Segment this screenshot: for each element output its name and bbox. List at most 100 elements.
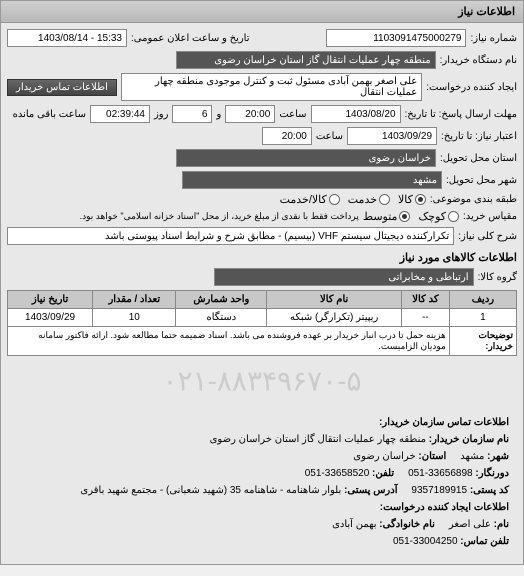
goods-section-title: اطلاعات کالاهای مورد نیاز xyxy=(7,251,517,264)
radio-goods-label: کالا xyxy=(398,193,413,206)
days-prefix: و xyxy=(216,109,221,120)
validity-time-field: 20:00 xyxy=(262,127,312,145)
contact-city: مشهد xyxy=(460,451,484,462)
td-name: ریپیتر (تکرارگر) شبکه xyxy=(267,309,402,327)
creator-field: علی اصغر بهمن آبادی مسئول ثبت و کنترل مو… xyxy=(121,73,422,101)
th-code: کد کالا xyxy=(402,291,450,309)
announce-label: تاریخ و ساعت اعلان عمومی: xyxy=(131,33,250,44)
group-field: ارتباطی و مخابراتی xyxy=(214,268,474,286)
row-request-announce: شماره نیاز: 1103091475000279 تاریخ و ساع… xyxy=(7,29,517,47)
td-qty: 10 xyxy=(93,309,176,327)
deadline-date-field: 1403/08/20 xyxy=(311,105,401,123)
group-label: گروه کالا: xyxy=(478,272,517,283)
remain-suffix: ساعت باقی مانده xyxy=(13,109,86,120)
contact-phone-label: تلفن: xyxy=(372,468,394,479)
row-province: استان محل تحویل: خراسان رضوی xyxy=(7,149,517,167)
city-label: شهر محل تحویل: xyxy=(446,175,517,186)
contact-fax: 33656898-051 xyxy=(408,468,473,479)
row-description: شرح کلی نیاز: تکرارکننده دیجیتال سیستم V… xyxy=(7,227,517,245)
contact-org-label: نام سازمان خریدار: xyxy=(429,434,509,445)
validity-time-label: ساعت xyxy=(316,131,343,142)
scale-radio-group: کوچک متوسط xyxy=(363,210,459,223)
contact-postcode: 9357189915 xyxy=(411,485,467,496)
request-num-field: 1103091475000279 xyxy=(326,29,466,47)
radio-service-label: خدمت xyxy=(348,193,377,206)
table-note-row: توضیحات خریدار: هزینه حمل تا درب انبار خ… xyxy=(8,327,517,356)
province-label: استان محل تحویل: xyxy=(440,153,517,164)
panel-title: اطلاعات نیاز xyxy=(458,6,515,18)
subject-type-label: طبقه بندی موضوعی: xyxy=(430,194,517,205)
contact-cphone: 33004250-051 xyxy=(393,536,458,547)
request-num-label: شماره نیاز: xyxy=(470,33,517,44)
radio-mid[interactable]: متوسط xyxy=(363,210,411,223)
note-label-cell: توضیحات خریدار: xyxy=(449,327,516,356)
th-row: ردیف xyxy=(449,291,516,309)
contact-province-label: استان: xyxy=(418,451,446,462)
row-deadline: مهلت ارسال پاسخ: تا تاریخ: 1403/08/20 سا… xyxy=(7,105,517,123)
contact-family-label: نام خانوادگی: xyxy=(379,519,435,530)
row-validity: اعتبار نیاز: تا تاریخ: 1403/09/29 ساعت 2… xyxy=(7,127,517,145)
row-city: شهر محل تحویل: مشهد xyxy=(7,171,517,189)
contact-province: خراسان رضوی xyxy=(353,451,415,462)
remain-time-field: 02:39:44 xyxy=(90,105,150,123)
desc-field: تکرارکننده دیجیتال سیستم VHF (بیسیم) - م… xyxy=(7,227,454,245)
creator-label: ایجاد کننده درخواست: xyxy=(426,82,517,93)
radio-mid-icon xyxy=(399,211,410,222)
days-field: 6 xyxy=(172,105,212,123)
scale-label: مقیاس خرید: xyxy=(463,211,517,222)
row-buyer-org: نام دستگاه خریدار: منطقه چهار عملیات انت… xyxy=(7,51,517,69)
row-group: گروه کالا: ارتباطی و مخابراتی xyxy=(7,268,517,286)
deadline-label: مهلت ارسال پاسخ: تا تاریخ: xyxy=(405,109,517,120)
radio-service[interactable]: خدمت xyxy=(348,193,390,206)
creator-title: اطلاعات ایجاد کننده درخواست: xyxy=(380,502,509,513)
buyer-org-label: نام دستگاه خریدار: xyxy=(440,55,517,66)
scale-note: پرداخت فقط با نقدی از مبلغ خرید، از محل … xyxy=(80,211,359,222)
radio-goods-icon xyxy=(415,194,426,205)
contact-cphone-label: تلفن تماس: xyxy=(460,536,509,547)
td-date: 1403/09/29 xyxy=(8,309,93,327)
contact-org: منطقه چهار عملیات انتقال گاز استان خراسا… xyxy=(210,434,426,445)
watermark-text: ۰۲۱-۸۸۳۴۹۶۷۰-۵ xyxy=(162,365,361,398)
row-subject-type: طبقه بندی موضوعی: کالا خدمت کالا/خدمت xyxy=(7,193,517,206)
radio-both-icon xyxy=(329,194,340,205)
panel-header: اطلاعات نیاز xyxy=(1,1,523,23)
contact-block: اطلاعات تماس سازمان خریدار: نام سازمان خ… xyxy=(7,406,517,558)
contact-address-label: آدرس پستی: xyxy=(344,485,397,496)
table-header-row: ردیف کد کالا نام کالا واحد شمارش تعداد /… xyxy=(8,291,517,309)
radio-small-label: کوچک xyxy=(418,210,446,223)
contact-phone: 33658520-051 xyxy=(305,468,370,479)
radio-both[interactable]: کالا/خدمت xyxy=(280,193,340,206)
watermark-area: ۰۲۱-۸۸۳۴۹۶۷۰-۵ xyxy=(7,356,517,406)
row-scale: مقیاس خرید: کوچک متوسط پرداخت فقط با نقد… xyxy=(7,210,517,223)
radio-both-label: کالا/خدمت xyxy=(280,193,327,206)
desc-label: شرح کلی نیاز: xyxy=(458,231,517,242)
td-unit: دستگاه xyxy=(176,309,267,327)
th-date: تاریخ نیاز xyxy=(8,291,93,309)
row-creator: ایجاد کننده درخواست: علی اصغر بهمن آبادی… xyxy=(7,73,517,101)
note-cell: هزینه حمل تا درب انبار خریدار بر عهده فر… xyxy=(8,327,450,356)
validity-date-field: 1403/09/29 xyxy=(347,127,437,145)
contact-city-label: شهر: xyxy=(487,451,509,462)
td-code: -- xyxy=(402,309,450,327)
contact-address: بلوار شاهنامه - شاهنامه 35 (شهید شعبانی)… xyxy=(80,485,341,496)
city-field: مشهد xyxy=(182,171,442,189)
note-label: توضیحات خریدار: xyxy=(478,330,513,351)
goods-table: ردیف کد کالا نام کالا واحد شمارش تعداد /… xyxy=(7,290,517,356)
buyer-org-field: منطقه چهار عملیات انتقال گاز استان خراسا… xyxy=(176,51,436,69)
contact-buyer-button[interactable]: اطلاعات تماس خریدار xyxy=(7,79,117,96)
contact-postcode-label: کد پستی: xyxy=(470,485,509,496)
radio-service-icon xyxy=(379,194,390,205)
subject-radio-group: کالا خدمت کالا/خدمت xyxy=(280,193,426,206)
radio-goods[interactable]: کالا xyxy=(398,193,426,206)
table-row: 1 -- ریپیتر (تکرارگر) شبکه دستگاه 10 140… xyxy=(8,309,517,327)
radio-small[interactable]: کوچک xyxy=(418,210,459,223)
contact-title: اطلاعات تماس سازمان خریدار: xyxy=(379,417,509,428)
info-panel: اطلاعات نیاز شماره نیاز: 110309147500027… xyxy=(0,0,524,565)
contact-fax-label: دورنگار: xyxy=(475,468,509,479)
contact-family: بهمن آبادی xyxy=(332,519,376,530)
radio-small-icon xyxy=(448,211,459,222)
radio-mid-label: متوسط xyxy=(363,210,398,223)
deadline-time-label: ساعت xyxy=(279,109,306,120)
validity-label: اعتبار نیاز: تا تاریخ: xyxy=(441,131,517,142)
panel-content: شماره نیاز: 1103091475000279 تاریخ و ساع… xyxy=(1,23,523,564)
